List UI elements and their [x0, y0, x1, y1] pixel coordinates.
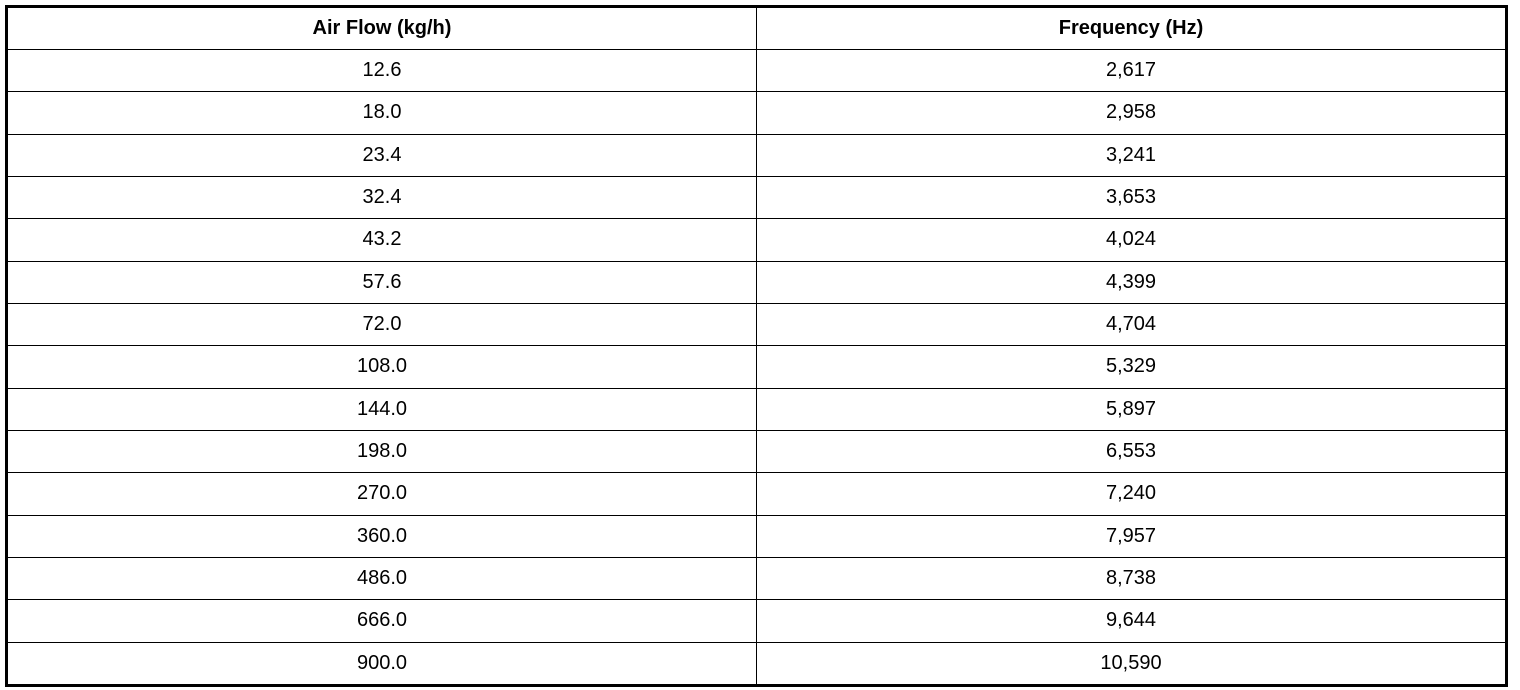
frequency-cell: 4,704 — [756, 302, 1507, 347]
frequency-cell: 7,240 — [756, 472, 1507, 516]
frequency-cell: 8,738 — [756, 556, 1507, 601]
air-flow-cell: 270.0 — [6, 472, 757, 516]
air-flow-cell: 486.0 — [6, 556, 757, 601]
table-row: 198.0 6,553 — [6, 429, 1507, 474]
header-row: Air Flow (kg/h) Frequency (Hz) — [6, 6, 1507, 50]
air-flow-cell: 144.0 — [6, 387, 757, 431]
table-row: 12.6 2,617 — [6, 48, 1507, 93]
frequency-cell: 3,653 — [756, 175, 1507, 220]
air-flow-cell: 198.0 — [6, 429, 757, 474]
table-row: 900.0 10,590 — [6, 641, 1507, 687]
frequency-cell: 10,590 — [756, 641, 1507, 687]
frequency-cell: 5,329 — [756, 345, 1507, 389]
table-row: 360.0 7,957 — [6, 514, 1507, 558]
frequency-cell: 4,399 — [756, 260, 1507, 304]
table-row: 18.0 2,958 — [6, 91, 1507, 135]
air-flow-cell: 23.4 — [6, 133, 757, 177]
frequency-cell: 6,553 — [756, 429, 1507, 474]
frequency-cell: 2,617 — [756, 48, 1507, 93]
frequency-cell: 2,958 — [756, 91, 1507, 135]
air-flow-cell: 900.0 — [6, 641, 757, 687]
table-row: 108.0 5,329 — [6, 345, 1507, 389]
air-flow-cell: 18.0 — [6, 91, 757, 135]
table-row: 666.0 9,644 — [6, 599, 1507, 643]
airflow-frequency-table: Air Flow (kg/h) Frequency (Hz) 12.6 2,617… — [5, 5, 1508, 687]
table-row: 32.4 3,653 — [6, 175, 1507, 220]
frequency-cell: 7,957 — [756, 514, 1507, 558]
table-row: 23.4 3,241 — [6, 133, 1507, 177]
frequency-cell: 5,897 — [756, 387, 1507, 431]
air-flow-cell: 32.4 — [6, 175, 757, 220]
table-row: 270.0 7,240 — [6, 472, 1507, 516]
air-flow-cell: 108.0 — [6, 345, 757, 389]
table-row: 486.0 8,738 — [6, 556, 1507, 601]
air-flow-cell: 57.6 — [6, 260, 757, 304]
header-frequency: Frequency (Hz) — [756, 6, 1507, 50]
table-row: 72.0 4,704 — [6, 302, 1507, 347]
air-flow-cell: 12.6 — [6, 48, 757, 93]
frequency-cell: 4,024 — [756, 218, 1507, 262]
frequency-cell: 9,644 — [756, 599, 1507, 643]
air-flow-cell: 72.0 — [6, 302, 757, 347]
air-flow-cell: 360.0 — [6, 514, 757, 558]
table-row: 144.0 5,897 — [6, 387, 1507, 431]
table-row: 57.6 4,399 — [6, 260, 1507, 304]
header-air-flow: Air Flow (kg/h) — [6, 6, 757, 50]
table-row: 43.2 4,024 — [6, 218, 1507, 262]
frequency-cell: 3,241 — [756, 133, 1507, 177]
air-flow-cell: 666.0 — [6, 599, 757, 643]
air-flow-cell: 43.2 — [6, 218, 757, 262]
